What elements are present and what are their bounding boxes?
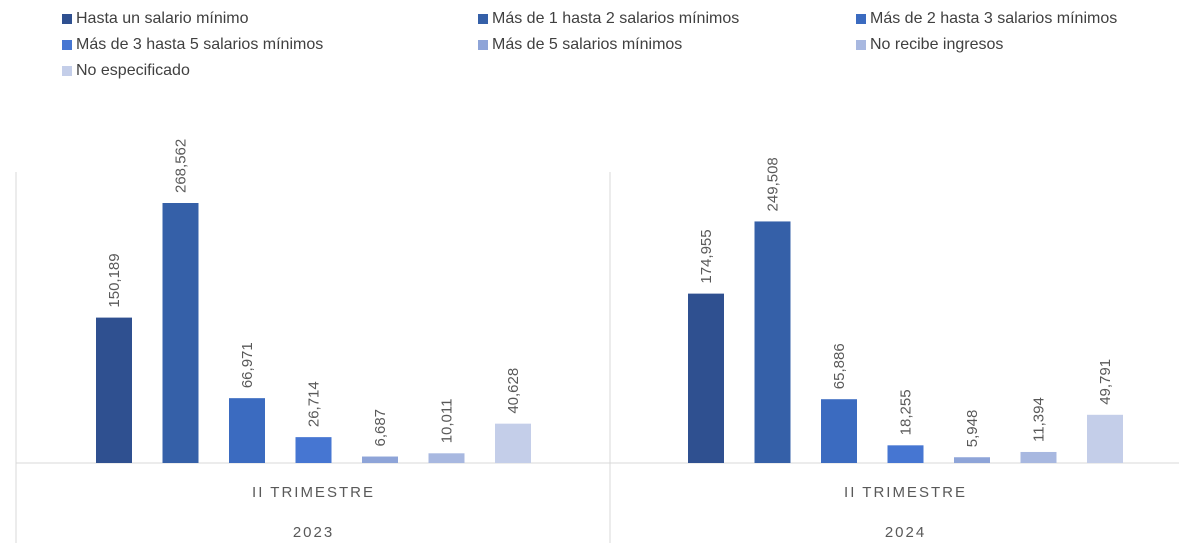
legend-swatch — [856, 40, 866, 50]
bar — [162, 203, 199, 463]
bar — [954, 457, 990, 463]
bar — [1020, 451, 1057, 463]
legend-label: Más de 2 hasta 3 salarios mínimos — [870, 10, 1117, 27]
value-label: 174,955 — [698, 229, 715, 283]
legend-label: No recibe ingresos — [870, 36, 1003, 53]
value-label: 150,189 — [106, 253, 123, 307]
legend-swatch — [478, 14, 488, 24]
legend-label: Más de 1 hasta 2 salarios mínimos — [492, 10, 739, 27]
legend-swatch — [62, 40, 72, 50]
value-label: 18,255 — [897, 389, 914, 435]
bar — [428, 453, 465, 463]
value-label: 66,971 — [239, 342, 256, 388]
value-label: 6,687 — [372, 409, 389, 447]
bar — [362, 456, 398, 463]
bar — [495, 423, 531, 463]
legend-label: Más de 5 salarios mínimos — [492, 36, 682, 53]
value-label: 26,714 — [305, 381, 322, 427]
value-label: 40,628 — [505, 368, 522, 414]
legend-swatch — [856, 14, 866, 24]
value-label: 268,562 — [172, 139, 189, 193]
legend-label: Hasta un salario mínimo — [76, 10, 249, 27]
bar — [96, 317, 132, 463]
legend-swatch — [62, 14, 72, 24]
bar — [295, 437, 332, 463]
bar — [754, 221, 791, 463]
group-label: 2023 — [293, 524, 334, 541]
legend-swatch — [62, 66, 72, 76]
category-label: II TRIMESTRE — [844, 484, 967, 501]
category-label: II TRIMESTRE — [252, 484, 375, 501]
value-label: 49,791 — [1097, 359, 1114, 405]
legend-label: Más de 3 hasta 5 salarios mínimos — [76, 36, 323, 53]
value-label: 249,508 — [764, 157, 781, 211]
value-label: 5,948 — [964, 410, 981, 448]
group-label: 2024 — [885, 524, 926, 541]
bar — [887, 445, 924, 463]
bar — [688, 293, 724, 463]
legend-label: No especificado — [76, 62, 190, 79]
bar — [1087, 414, 1123, 463]
value-label: 65,886 — [831, 343, 848, 389]
value-label: 10,011 — [438, 399, 455, 444]
legend-swatch — [478, 40, 488, 50]
value-label: 11,394 — [1030, 397, 1047, 442]
bar — [229, 398, 265, 463]
bar — [821, 399, 857, 463]
